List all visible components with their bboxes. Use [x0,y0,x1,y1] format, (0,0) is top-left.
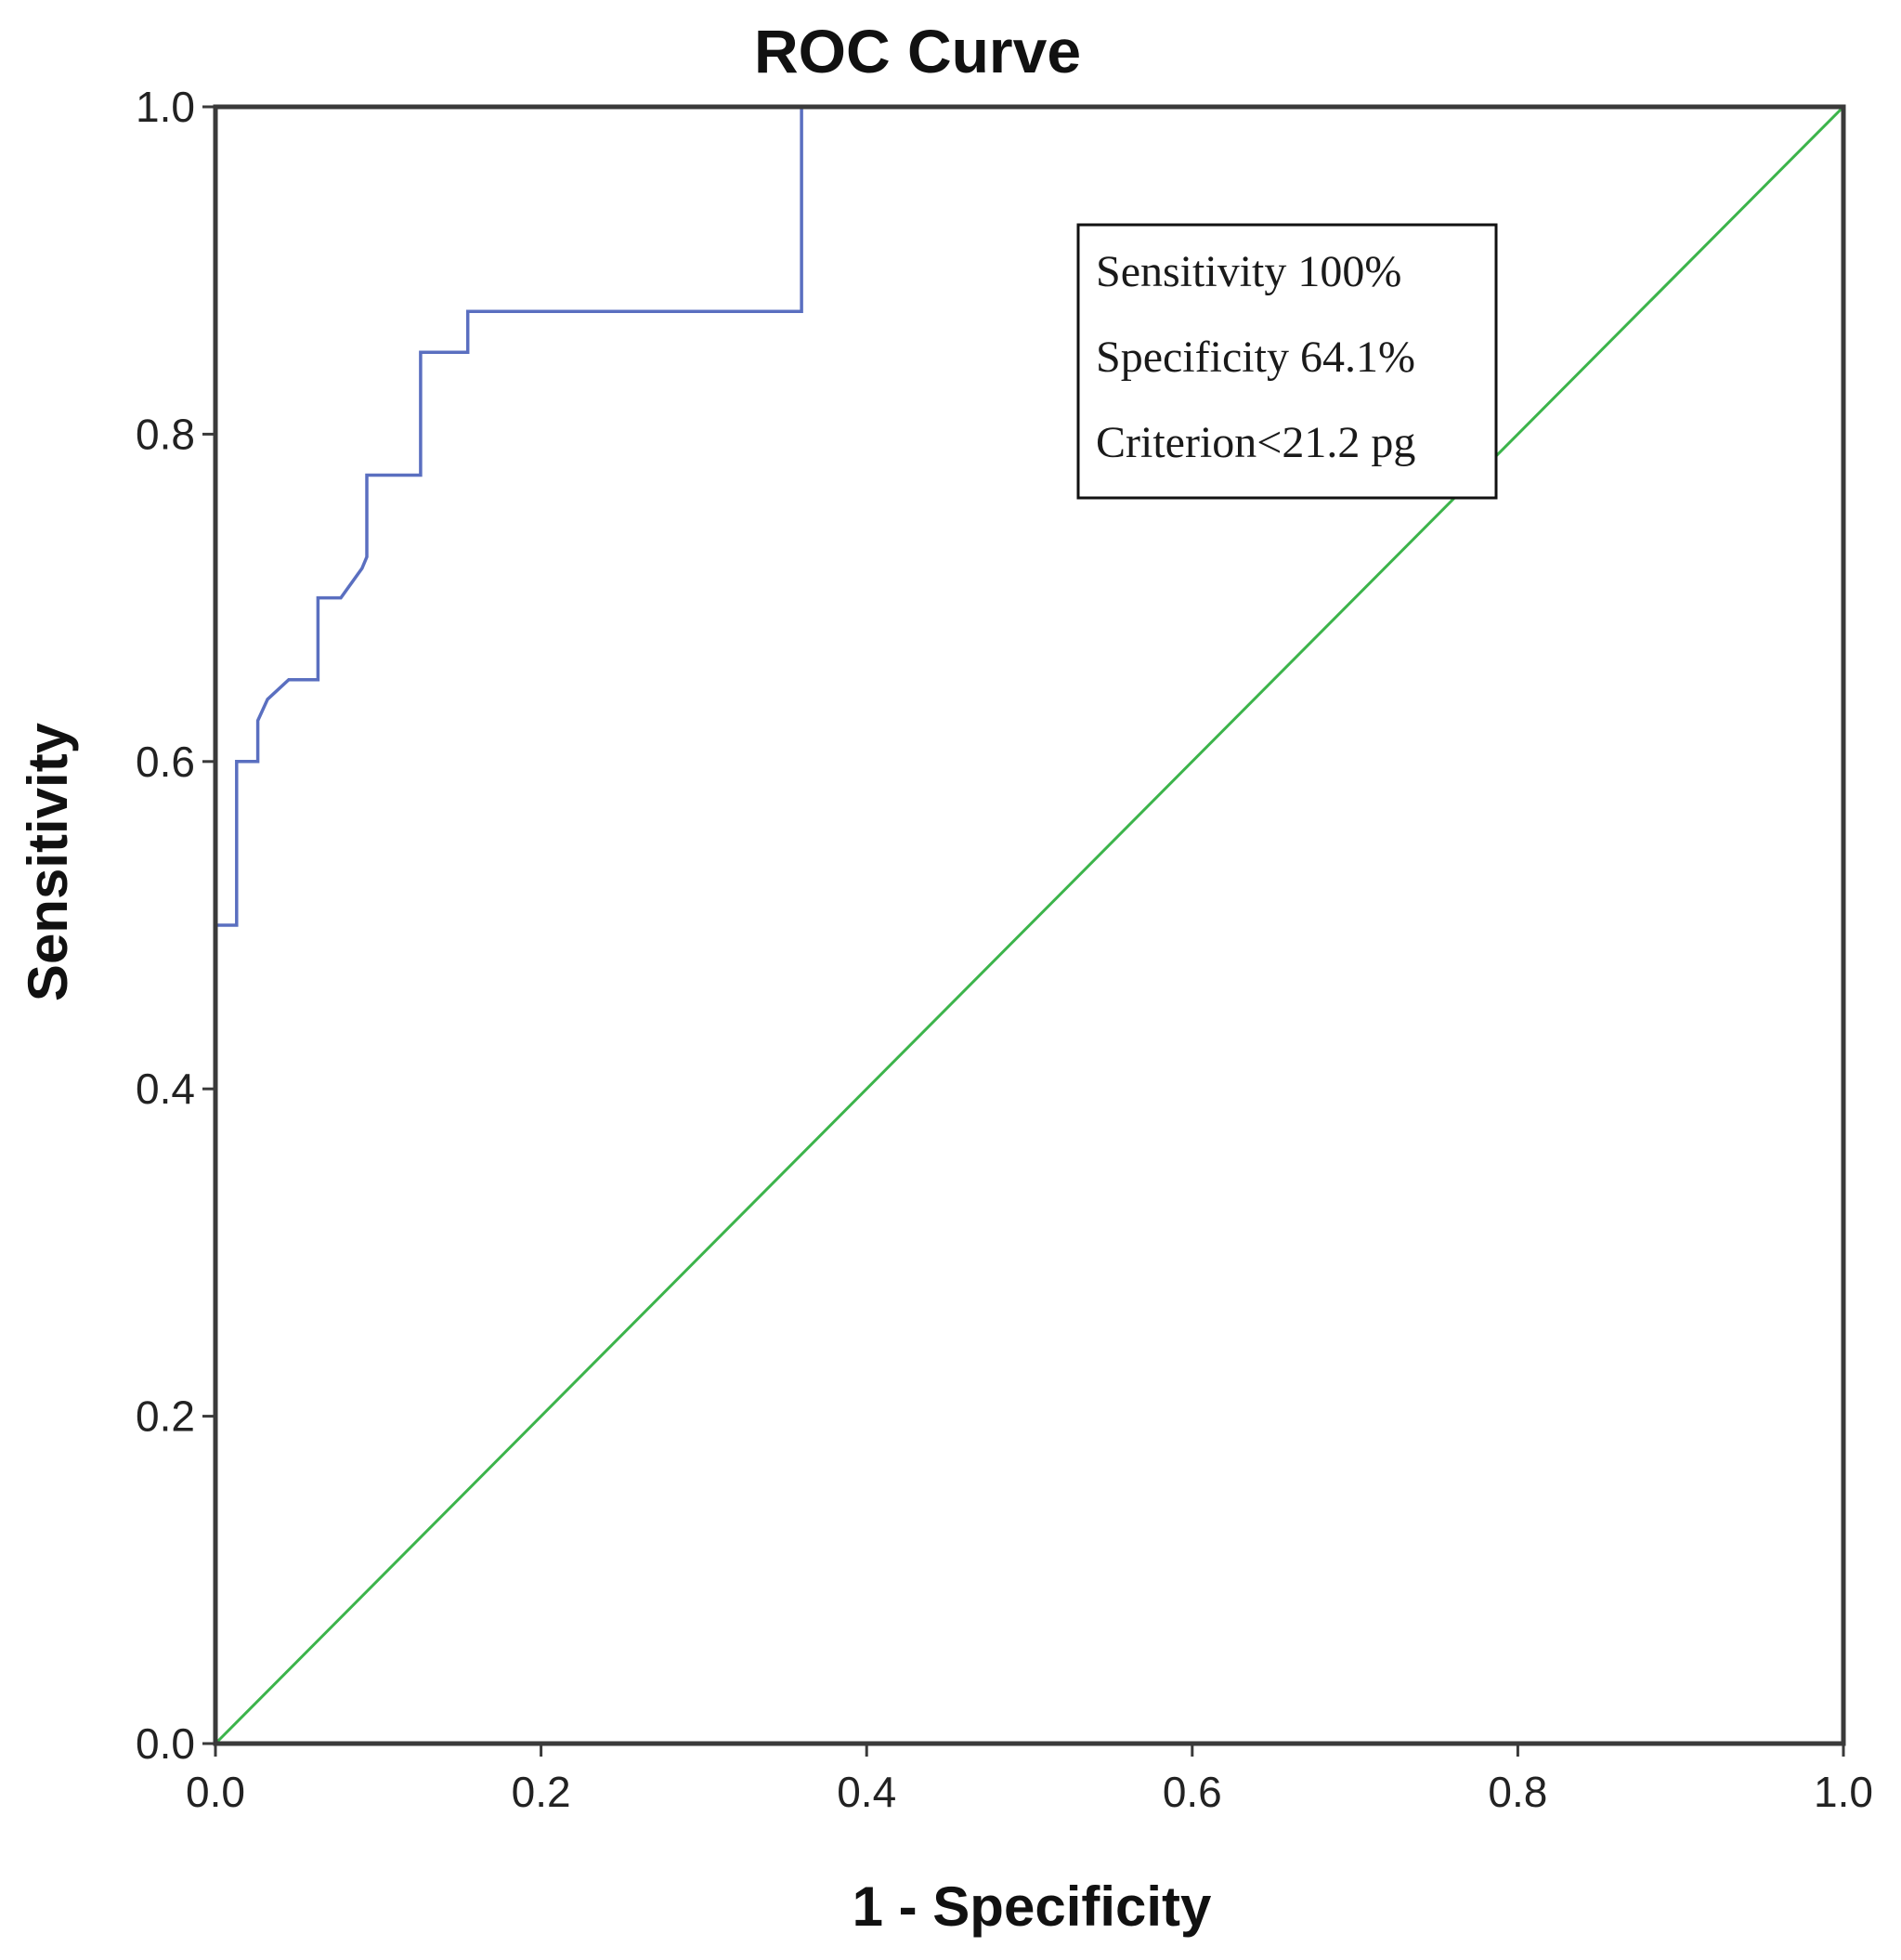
x-tick-label: 0.4 [837,1768,896,1816]
y-tick-label: 0.4 [136,1065,195,1113]
y-tick-label: 0.8 [136,410,195,458]
x-axis-title: 1 - Specificity [853,1875,1212,1938]
annotation-box-frame [1076,223,1498,500]
x-tick-label: 0.8 [1488,1768,1547,1816]
x-axis: 0.0 0.2 0.4 0.6 0.8 1.0 [186,1744,1873,1816]
plot-frame [213,104,1846,1746]
y-tick-label: 0.6 [136,738,195,786]
reference-line-line [214,105,1845,1745]
x-tick-label: 1.0 [1814,1768,1873,1816]
y-tick-label: 0.2 [136,1392,195,1441]
roc-curve-line [214,105,1843,1744]
x-tick-label: 0.6 [1163,1768,1222,1816]
annotation-line-criterion: Criterion<21.2 pg [1096,418,1415,467]
y-axis-title: Sensitivity [17,722,79,1001]
annotation-box: Sensitivity 100% Specificity 64.1% Crite… [1076,223,1498,500]
x-tick-label: 0.2 [512,1768,571,1816]
annotation-line-specificity: Specificity 64.1% [1096,333,1415,382]
y-axis: 0.0 0.2 0.4 0.6 0.8 1.0 [136,83,215,1768]
plot-area [213,104,1846,1746]
chart-title: ROC Curve [754,17,1081,85]
annotation-line-sensitivity: Sensitivity 100% [1096,247,1401,296]
y-tick-label: 0.0 [136,1719,195,1768]
x-tick-label: 0.0 [186,1768,245,1816]
y-tick-label: 1.0 [136,83,195,131]
